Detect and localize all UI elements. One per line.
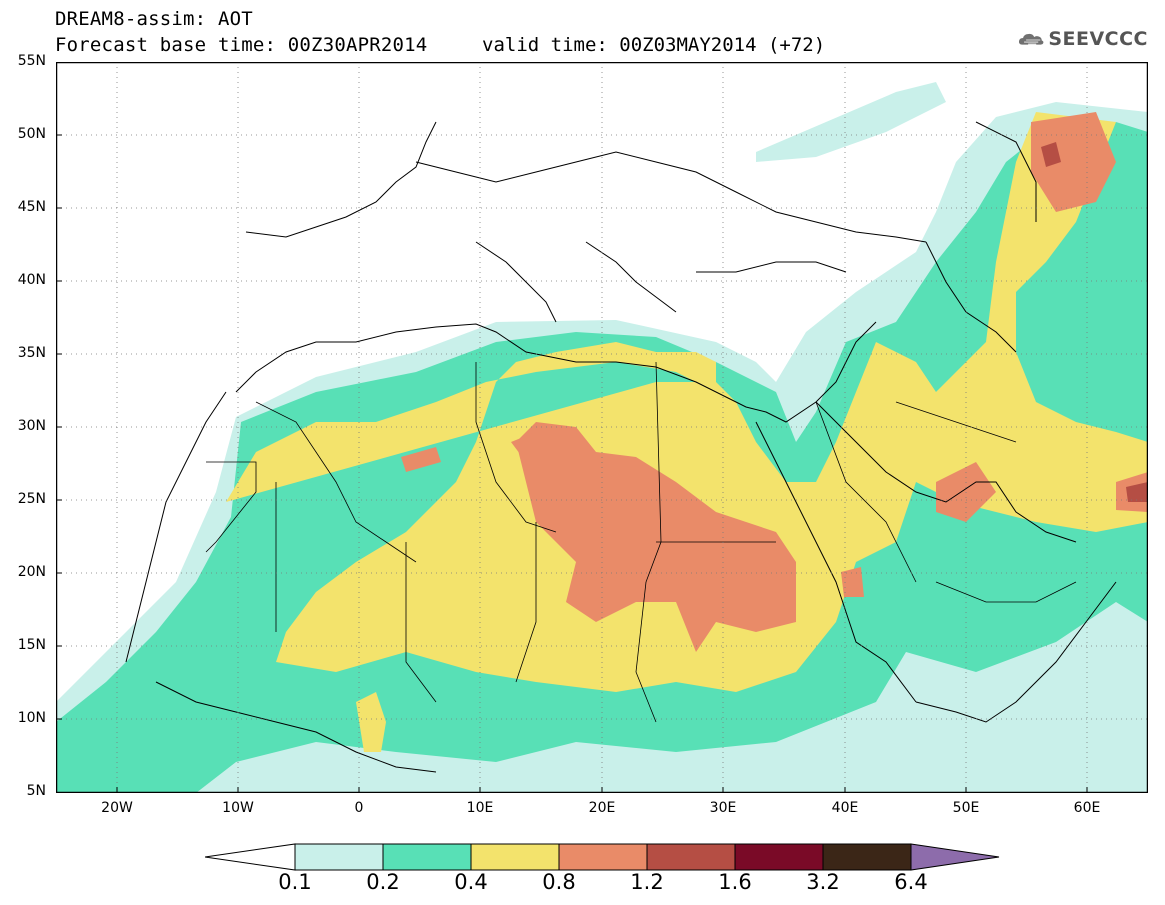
lat-label: 40N [17, 272, 46, 288]
borders [205, 361, 1077, 723]
lon-label: 10E [466, 800, 494, 816]
lon-label: 0 [354, 800, 364, 816]
lat-label: 15N [17, 637, 46, 653]
lat-label: 35N [17, 345, 46, 361]
legend-label: 0.4 [454, 870, 488, 894]
legend-swatch [822, 843, 912, 871]
legend-arrow-right [910, 843, 1000, 871]
lon-label: 20E [588, 800, 616, 816]
lon-label: 30E [709, 800, 737, 816]
legend-swatch [646, 843, 736, 871]
aot-band-04c [401, 447, 441, 472]
lat-label: 55N [17, 53, 46, 69]
legend-label: 0.8 [542, 870, 576, 894]
legend-swatch [294, 843, 384, 871]
legend-label: 1.2 [630, 870, 664, 894]
map-frame [55, 61, 1149, 794]
aot-map [55, 61, 1149, 794]
map-canvas [55, 61, 1149, 794]
logo-text: SEEVCCC [1048, 28, 1148, 50]
aot-band-05 [1041, 142, 1061, 167]
legend-label: 3.2 [806, 870, 840, 894]
gridlines [56, 62, 1148, 793]
lat-label: 20N [17, 564, 46, 580]
coastlines [125, 121, 1117, 773]
lon-label: 60E [1073, 800, 1101, 816]
aot-band-04g [841, 567, 864, 597]
aot-band-01b [756, 82, 946, 162]
lat-label: 30N [17, 418, 46, 434]
lon-label: 10W [222, 800, 254, 816]
legend-label: 0.1 [278, 870, 312, 894]
lat-label: 10N [17, 710, 46, 726]
legend-swatch [734, 843, 824, 871]
lat-label: 5N [26, 783, 46, 799]
seevccc-logo: SEEVCCC [1018, 24, 1148, 54]
valid-time: valid time: 00Z03MAY2014 (+72) [482, 34, 826, 56]
title-line-1: DREAM8-assim: AOT [55, 8, 253, 30]
lat-label: 50N [17, 126, 46, 142]
lat-label: 25N [17, 491, 46, 507]
legend-label: 0.2 [366, 870, 400, 894]
legend-label: 1.6 [718, 870, 752, 894]
cloud-icon [1018, 33, 1044, 45]
aot-band-03 [226, 112, 1148, 692]
forecast-base-time: Forecast base time: 00Z30APR2014 [55, 34, 428, 56]
aot-band-05b [1126, 482, 1148, 502]
legend-swatch [470, 843, 560, 871]
lon-label: 50E [952, 800, 980, 816]
legend-swatch [382, 843, 472, 871]
legend-arrow-left [205, 843, 296, 871]
legend-label: 6.4 [894, 870, 928, 894]
legend-colorbar [205, 843, 1000, 871]
aot-band-04 [516, 422, 796, 652]
aot-band-03b [356, 692, 386, 752]
legend-swatch [558, 843, 648, 871]
lon-label: 40E [831, 800, 859, 816]
aot-band-04d [1031, 112, 1116, 212]
aot-band-04b [511, 432, 556, 462]
lon-label: 20W [101, 800, 133, 816]
lat-label: 45N [17, 199, 46, 215]
